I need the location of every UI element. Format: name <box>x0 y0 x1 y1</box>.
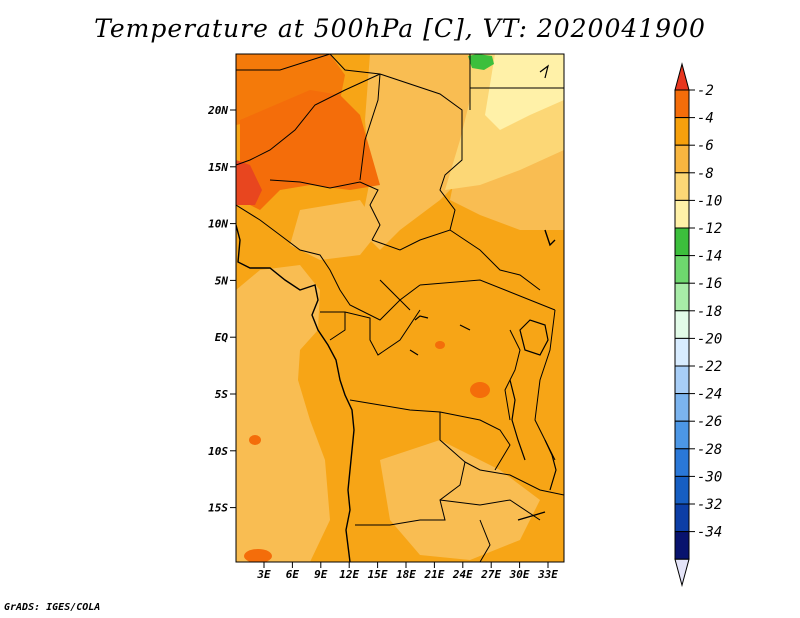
map-frame <box>235 53 565 563</box>
lat-tick-label: 20N <box>207 104 228 117</box>
longitude-axis: 3E 6E 9E 12E 15E 18E 21E 24E 27E 30E 33E <box>256 562 558 581</box>
lon-tick-label: 24E <box>452 568 473 581</box>
lon-tick-label: 15E <box>368 568 388 581</box>
colorbar-segment <box>674 227 690 257</box>
colorbar-label: -8 <box>697 166 714 182</box>
contour-minus4-blob-1 <box>470 382 490 398</box>
colorbar-segment <box>674 393 690 422</box>
map-panel <box>236 54 564 562</box>
contour-minus8-center <box>290 200 380 260</box>
colorbar-segment <box>674 282 690 312</box>
colorbar-segment <box>674 420 690 450</box>
colorbar-label: -18 <box>697 304 722 320</box>
contour-minus2-west <box>236 160 262 205</box>
colorbar-top-arrow <box>674 62 690 91</box>
colorbar-label: -28 <box>697 442 722 458</box>
colorbar-segment <box>674 503 690 533</box>
lat-tick-label: 10N <box>208 218 228 231</box>
lon-tick-label: 3E <box>256 568 271 581</box>
contour-minus12-northeast <box>485 54 564 130</box>
lakes <box>409 64 557 491</box>
contour-minus8-north <box>360 54 480 250</box>
colorbar-label: -20 <box>697 331 722 347</box>
colorbar-segment <box>674 144 690 174</box>
colorbar-label: -34 <box>697 525 722 541</box>
colorbar: -2 -4 -6 -8 -10 -12 -14 -16 -18 -20 -22 -24 -26 -28 -3… <box>674 62 722 588</box>
colorbar-label: -6 <box>697 138 714 154</box>
colorbar-label: -22 <box>697 359 722 375</box>
lat-tick-label: 5S <box>215 388 229 401</box>
colorbar-segment <box>674 475 690 505</box>
contour-minus8-west <box>236 265 330 562</box>
colorbar-segment <box>674 365 690 395</box>
contour-minus4-blob-4 <box>435 341 445 349</box>
colorbar-segment <box>674 337 690 367</box>
colorbar-segment <box>674 310 690 339</box>
colorbar-segment <box>674 199 690 229</box>
colorbar-segment <box>674 531 690 560</box>
colorbar-label: -4 <box>697 111 714 127</box>
colorbar-segment <box>674 172 690 201</box>
latitude-axis: 20N 15N 10N 5N EQ 5S 10S 15S <box>207 104 236 515</box>
colorbar-label: -16 <box>697 276 722 292</box>
country-borders <box>236 54 564 562</box>
colorbar-label: -14 <box>697 249 722 265</box>
lon-tick-label: 33E <box>537 568 558 581</box>
colorbar-label: -12 <box>697 221 722 237</box>
contour-minus8-south <box>380 440 540 560</box>
contour-minus14-patch <box>468 54 494 70</box>
lon-tick-label: 30E <box>509 568 530 581</box>
contour-minus4-blob-2 <box>249 435 261 445</box>
colorbar-label: -30 <box>697 469 722 485</box>
lat-tick-label: 10S <box>208 445 228 458</box>
coastline <box>236 224 556 562</box>
colorbar-label: -32 <box>697 497 722 513</box>
grads-credit: GrADS: IGES/COLA <box>4 602 101 613</box>
colorbar-segment <box>674 255 690 284</box>
lat-tick-label: 5N <box>215 274 229 287</box>
lon-tick-label: 6E <box>286 568 300 581</box>
lon-tick-label: 21E <box>423 568 444 581</box>
lon-tick-label: 12E <box>339 568 359 581</box>
colorbar-bottom-arrow <box>674 558 690 588</box>
colorbar-segment <box>674 89 690 119</box>
colorbar-segment <box>674 448 690 477</box>
lon-tick-label: 27E <box>480 568 501 581</box>
colorbar-label: -10 <box>697 193 722 209</box>
contour-minus4-blob-3 <box>244 549 272 562</box>
colorbar-label: -2 <box>697 83 714 99</box>
lat-tick-label: 15N <box>208 161 228 174</box>
lat-tick-label: 15S <box>208 502 228 515</box>
lon-tick-label: 18E <box>396 568 416 581</box>
map-title: Temperature at 500hPa [C], VT: 202004190… <box>94 14 706 43</box>
colorbar-label: -26 <box>697 414 722 430</box>
lon-tick-label: 9E <box>314 568 328 581</box>
colorbar-label: -24 <box>697 387 722 403</box>
lat-tick-label: EQ <box>215 331 229 344</box>
colorbar-segment <box>674 117 690 146</box>
